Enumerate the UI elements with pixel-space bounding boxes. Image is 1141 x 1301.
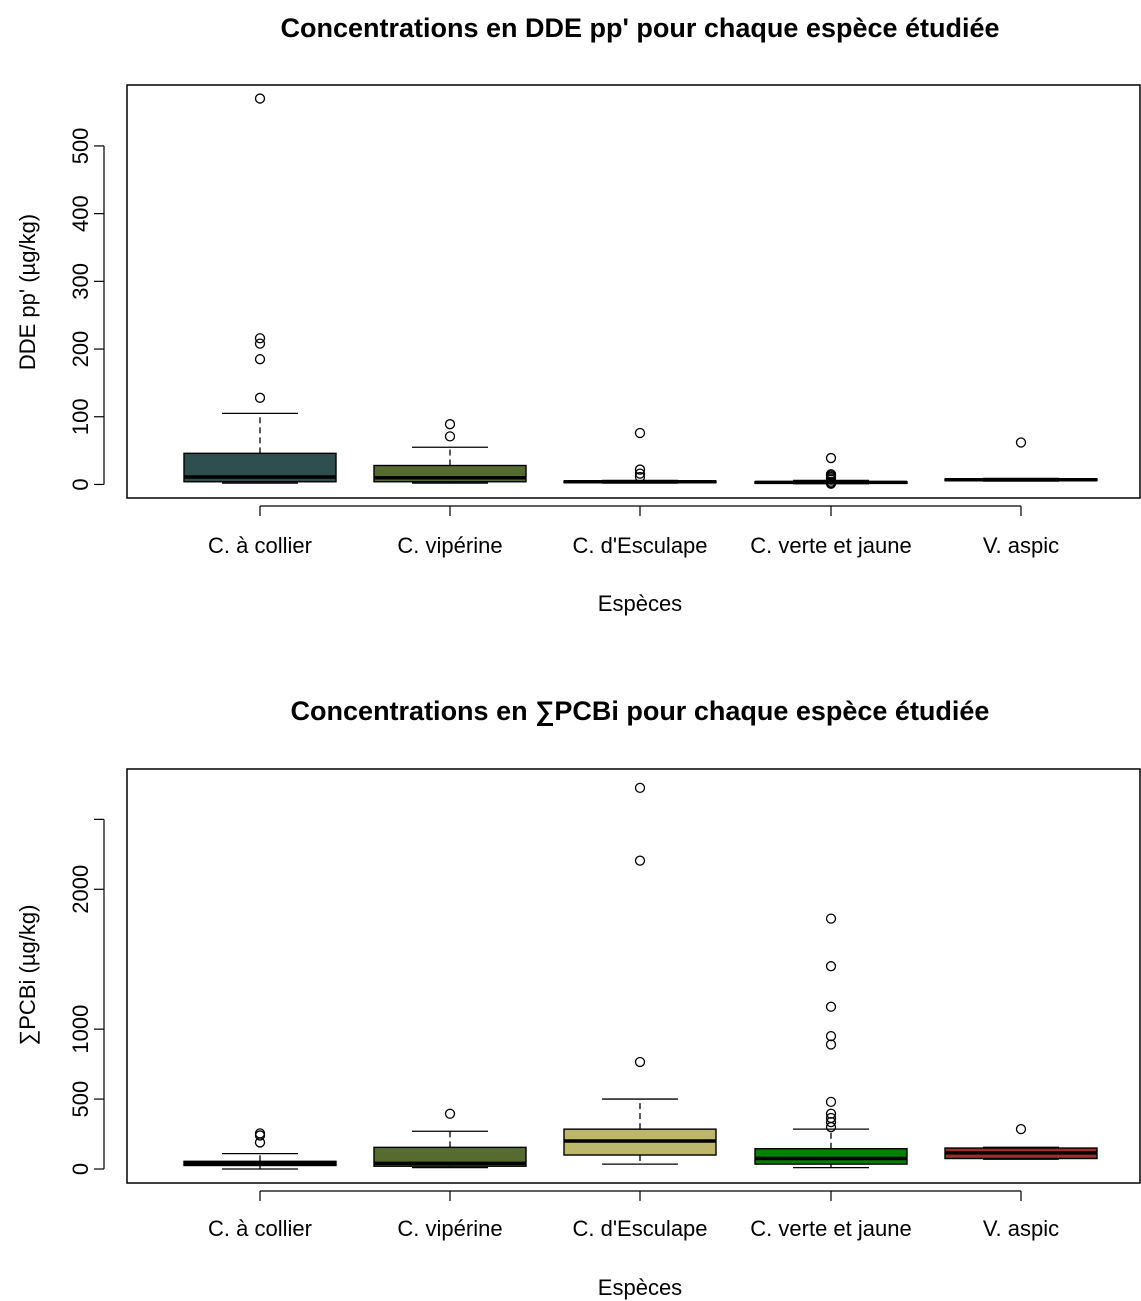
- x-tick-label: C. à collier: [208, 533, 312, 558]
- x-axis-label: Espèces: [598, 591, 682, 616]
- boxplot-1: [373, 419, 527, 484]
- boxplot-2: [563, 427, 717, 484]
- outlier-point: [444, 431, 456, 442]
- outlier-point: [254, 392, 266, 403]
- outlier-point: [254, 354, 266, 365]
- outlier-point: [254, 338, 266, 349]
- boxplot-0: [183, 93, 337, 484]
- y-tick-label: 200: [68, 331, 93, 368]
- outlier-point: [825, 913, 837, 924]
- outlier-point: [825, 1096, 837, 1108]
- y-tick-label: 300: [68, 263, 93, 300]
- box: [754, 1148, 908, 1165]
- outlier-point: [634, 468, 646, 479]
- boxplot-3: [754, 913, 908, 1169]
- y-tick-label: 500: [68, 128, 93, 165]
- box: [373, 1146, 527, 1167]
- y-tick-label: 500: [68, 1081, 93, 1118]
- outlier-point: [254, 333, 266, 344]
- boxplot-0: [183, 1128, 337, 1170]
- x-tick-label: C. vipérine: [397, 533, 502, 558]
- y-tick-label: 100: [68, 398, 93, 435]
- y-tick-label: 1000: [68, 1005, 93, 1054]
- outlier-point: [1015, 1124, 1027, 1135]
- outlier-point: [825, 1001, 837, 1012]
- outlier-point: [444, 1108, 456, 1119]
- plot-frame: [126, 768, 1141, 1184]
- outlier-point: [634, 464, 646, 475]
- y-tick-label: 400: [68, 195, 93, 232]
- outlier-point: [825, 452, 837, 464]
- y-tick-label: 0: [68, 1163, 93, 1175]
- y-axis-label: DDE pp' (µg/kg): [15, 214, 40, 370]
- plot-frame: [126, 84, 1141, 499]
- x-tick-label: C. verte et jaune: [750, 1216, 911, 1241]
- outlier-point: [825, 1108, 837, 1119]
- x-tick-label: C. vipérine: [397, 1216, 502, 1241]
- outlier-point: [825, 1030, 837, 1042]
- outlier-point: [254, 1128, 266, 1139]
- y-tick-label: 0: [68, 478, 93, 490]
- outlier-point: [444, 419, 456, 430]
- boxplot-1: [373, 1108, 527, 1169]
- x-tick-label: C. verte et jaune: [750, 533, 911, 558]
- x-tick-label: V. aspic: [983, 533, 1059, 558]
- outlier-point: [825, 1039, 837, 1050]
- y-tick-label: 2000: [68, 865, 93, 914]
- x-tick-label: C. à collier: [208, 1216, 312, 1241]
- chart-dde: Concentrations en DDE pp' pour chaque es…: [15, 13, 1141, 616]
- outlier-point: [825, 961, 837, 972]
- outlier-point: [634, 427, 646, 439]
- outlier-point: [825, 469, 837, 480]
- boxplot-4: [944, 437, 1098, 482]
- x-axis-label: Espèces: [598, 1275, 682, 1300]
- outlier-point: [634, 855, 646, 866]
- boxplot-4: [944, 1124, 1098, 1160]
- outlier-point: [254, 93, 266, 104]
- outlier-point: [254, 1130, 266, 1141]
- boxplot-2: [563, 782, 717, 1165]
- outlier-point: [1015, 437, 1027, 448]
- chart-title: Concentrations en ∑PCBi pour chaque espè…: [291, 696, 990, 726]
- x-tick-label: C. d'Esculape: [572, 1216, 707, 1241]
- boxplot-3: [754, 452, 908, 489]
- outlier-point: [825, 1112, 837, 1124]
- outlier-point: [634, 782, 646, 794]
- x-tick-label: V. aspic: [983, 1216, 1059, 1241]
- x-tick-label: C. d'Esculape: [572, 533, 707, 558]
- y-axis-label: ∑PCBi (µg/kg): [15, 905, 40, 1046]
- chart-pcbi: Concentrations en ∑PCBi pour chaque espè…: [15, 696, 1141, 1300]
- outlier-point: [634, 1056, 646, 1068]
- chart-title: Concentrations en DDE pp' pour chaque es…: [280, 13, 999, 43]
- outlier-point: [634, 471, 646, 483]
